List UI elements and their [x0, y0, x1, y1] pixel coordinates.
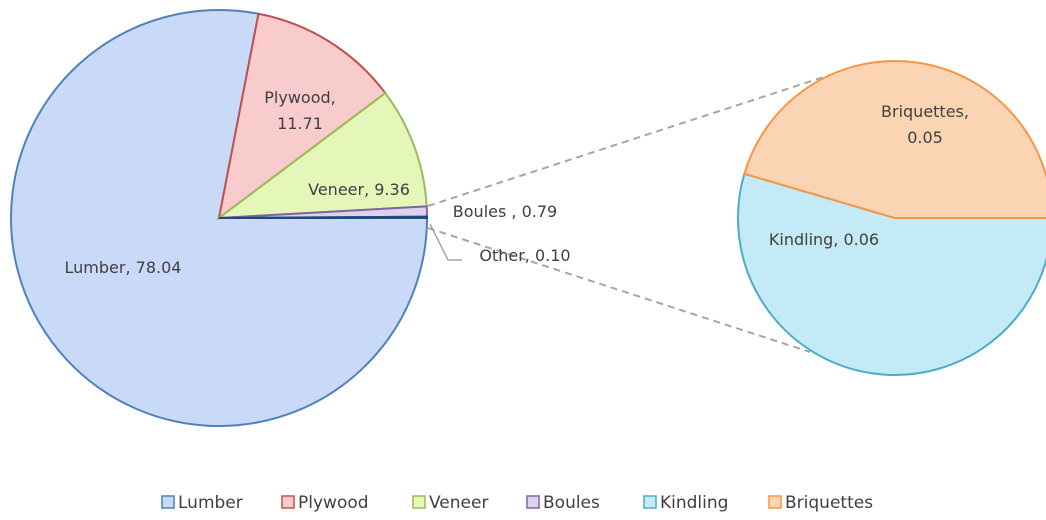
- data-label: Plywood, 11.71: [264, 88, 336, 133]
- legend-label: Briquettes: [785, 493, 873, 513]
- legend-label: Plywood: [298, 493, 369, 513]
- data-label: Lumber, 78.04: [64, 258, 182, 277]
- connector: [427, 227, 811, 353]
- connector: [427, 74, 831, 207]
- legend-label: Boules: [543, 493, 600, 513]
- data-label: Other, 0.10: [479, 246, 571, 265]
- legend-label: Kindling: [660, 493, 728, 513]
- pie-slice: [215, 91, 428, 220]
- data-label: Boules , 0.79: [452, 202, 558, 221]
- leader-line: [429, 223, 462, 261]
- pie-slice: [217, 12, 387, 221]
- legend-swatch: [412, 495, 426, 509]
- pie-slice: [218, 215, 429, 219]
- legend-label: Veneer: [429, 493, 488, 513]
- legend-swatch: [526, 495, 540, 509]
- legend-swatch: [161, 495, 175, 509]
- data-label: Veneer, 9.36: [308, 180, 410, 199]
- data-label: Kindling, 0.06: [768, 230, 880, 249]
- pie-slice: [743, 60, 1046, 219]
- legend-swatch: [643, 495, 657, 509]
- legend-swatch: [768, 495, 782, 509]
- legend-swatch: [281, 495, 295, 509]
- data-label: Briquettes, 0.05: [881, 102, 969, 147]
- legend-label: Lumber: [178, 493, 243, 513]
- pie-slice: [737, 172, 1046, 376]
